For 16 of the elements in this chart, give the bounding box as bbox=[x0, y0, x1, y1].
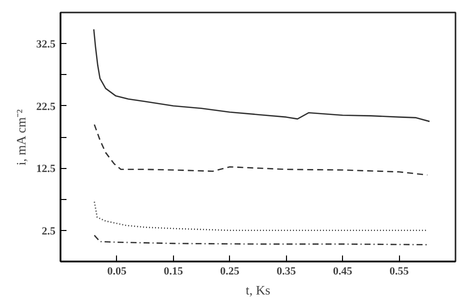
y-tick-label: 32.5 bbox=[36, 38, 56, 51]
y-tick-label: 2.5 bbox=[42, 225, 56, 238]
line-series bbox=[94, 234, 428, 246]
x-tick-label: 0.35 bbox=[276, 266, 296, 278]
y-tick-label: 12.5 bbox=[36, 163, 56, 176]
x-tick-label: 0.25 bbox=[220, 266, 240, 278]
x-tick-label: 0.55 bbox=[389, 266, 410, 278]
y-tick-label: 22.5 bbox=[36, 100, 56, 113]
x-tick-label: 0.45 bbox=[333, 266, 353, 278]
line-series bbox=[94, 124, 428, 176]
line-series bbox=[94, 201, 428, 232]
x-tick-label: 0.05 bbox=[107, 266, 128, 278]
y-axis-title: i, mA cm⁻² bbox=[13, 109, 28, 166]
x-tick-label: 0.15 bbox=[164, 266, 184, 278]
x-axis-title: t, Ks bbox=[246, 282, 270, 298]
line-series bbox=[93, 28, 430, 122]
